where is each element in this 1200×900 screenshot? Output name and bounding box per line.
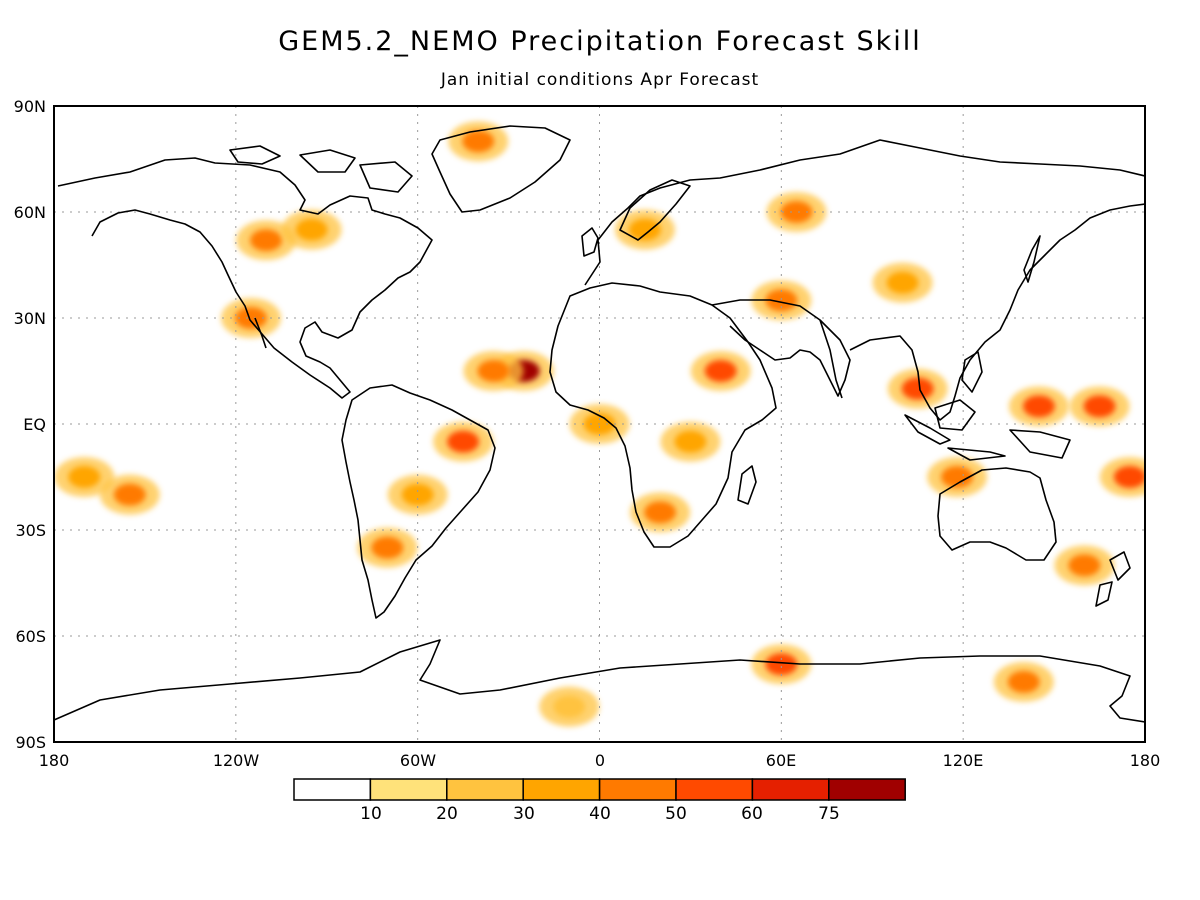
skill-region [553,695,586,718]
lat-tick-label: 60S [15,627,46,646]
lon-tick-label: 0 [595,751,605,770]
skill-region [780,201,813,223]
skill-region [234,307,267,329]
skill-region [447,430,480,453]
skill-region [1007,670,1040,693]
chart-title: GEM5.2_NEMO Precipitation Forecast Skill [278,26,922,57]
skill-region [113,483,146,506]
colorbar-labels: 10 20 30 40 50 60 75 [360,804,840,824]
skill-region [901,377,934,400]
lon-tick-label: 120E [943,751,984,770]
skill-region [1083,395,1116,418]
colorbar [293,778,906,801]
colorbar-label: 50 [665,804,687,824]
skill-region [941,466,974,488]
colorbar-swatch [675,778,754,801]
skill-region [1022,395,1055,418]
colorbar-swatch [828,778,906,801]
longitude-tick-labels: 180 120W 60W 0 60E 120E 180 [39,751,1161,770]
colorbar-swatch [446,778,524,801]
colorbar-label: 30 [513,804,535,824]
skill-region [68,466,101,488]
skill-region [477,360,510,382]
coastlines [54,125,1145,742]
lat-tick-label: 90S [15,733,46,752]
skill-region [371,536,404,559]
skill-region [628,218,661,241]
skill-region [295,218,328,241]
colorbar-swatch [751,778,830,801]
colorbar-label: 75 [818,804,840,824]
lat-tick-label: 30N [14,309,46,328]
skill-region [765,653,798,676]
skill-region [704,360,737,382]
skill-region [462,130,495,153]
lat-tick-label: EQ [23,415,46,434]
skill-region [1113,466,1145,488]
colorbar-label: 10 [360,804,382,824]
colorbar-swatch [369,778,448,801]
skill-region [674,430,707,453]
lat-tick-label: 60N [14,203,46,222]
skill-region [401,483,434,506]
skill-region [250,229,283,252]
lon-tick-label: 60E [766,751,796,770]
latitude-tick-labels: 90N 60N 30N EQ 30S 60S 90S [14,97,46,752]
colorbar-swatch [522,778,601,801]
colorbar-label: 20 [436,804,458,824]
grid-lines [54,106,1145,742]
colorbar-label: 40 [589,804,611,824]
colorbar-label: 60 [741,804,763,824]
lat-tick-label: 90N [14,97,46,116]
plot-frame [53,105,1146,743]
lon-tick-label: 120W [213,751,260,770]
colorbar-swatch [293,778,372,801]
chart-subtitle: Jan initial conditions Apr Forecast [440,70,760,90]
skill-region [886,271,919,294]
lon-tick-label: 60W [400,751,436,770]
skill-region [644,501,677,524]
lon-tick-label: 180 [1130,751,1161,770]
skill-region [1068,554,1101,577]
colorbar-swatch [598,778,677,801]
lat-tick-label: 30S [15,521,46,540]
skill-region [765,289,798,312]
lon-tick-label: 180 [39,751,70,770]
